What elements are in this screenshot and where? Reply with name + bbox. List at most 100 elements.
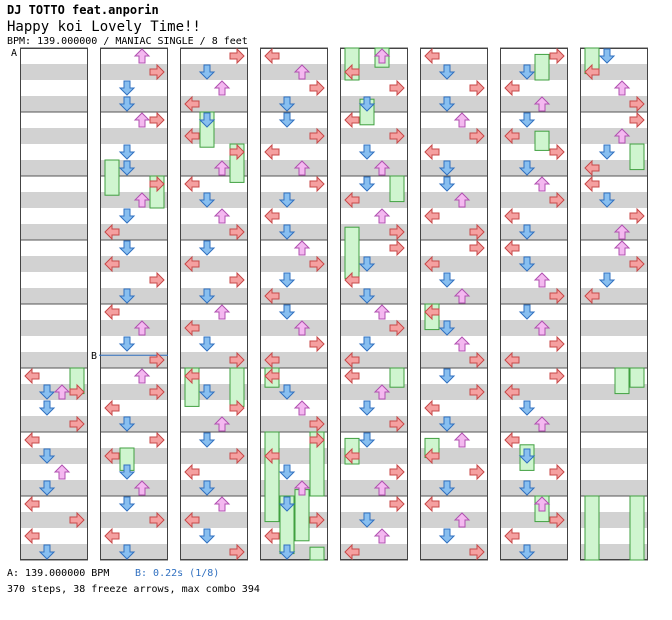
beat-stripe	[100, 320, 168, 336]
beat-stripe	[260, 288, 328, 304]
step-arrow-left	[104, 255, 120, 273]
freeze-arrow	[309, 546, 325, 561]
step-arrow-right	[229, 223, 245, 241]
step-arrow-right	[149, 511, 165, 529]
beat-stripe	[20, 96, 88, 112]
beat-stripe	[180, 320, 248, 336]
step-arrow-up	[453, 432, 471, 448]
beat-stripe	[180, 544, 248, 560]
step-arrow-down	[278, 96, 296, 112]
beat-stripe	[20, 128, 88, 144]
step-arrow-down	[198, 480, 216, 496]
freeze-arrow	[104, 159, 120, 196]
step-arrow-up	[453, 112, 471, 128]
step-arrow-left	[184, 127, 200, 145]
freeze-arrow	[264, 431, 280, 523]
step-arrow-down	[198, 192, 216, 208]
step-arrow-down	[118, 208, 136, 224]
step-arrow-down	[38, 480, 56, 496]
step-arrow-left	[344, 63, 360, 81]
freeze-arrow	[534, 130, 550, 151]
beat-stripe	[580, 448, 648, 464]
step-arrow-up	[373, 384, 391, 400]
step-arrow-right	[469, 463, 485, 481]
chart-column-border	[420, 48, 488, 560]
step-arrow-down	[198, 112, 216, 128]
beat-stripe	[100, 64, 168, 80]
step-arrow-up	[373, 48, 391, 64]
step-arrow-down	[118, 80, 136, 96]
step-arrow-left	[264, 287, 280, 305]
step-arrow-left	[584, 287, 600, 305]
step-arrow-right	[309, 431, 325, 449]
step-arrow-right	[469, 383, 485, 401]
step-arrow-right	[149, 351, 165, 369]
beat-stripe	[260, 64, 328, 80]
step-arrow-up	[373, 304, 391, 320]
step-arrow-down	[518, 64, 536, 80]
step-arrow-down	[118, 96, 136, 112]
step-arrow-down	[598, 192, 616, 208]
beat-stripe	[580, 256, 648, 272]
step-arrow-left	[104, 527, 120, 545]
chart-column-border	[340, 48, 408, 560]
chart-summary: 370 steps, 38 freeze arrows, max combo 3…	[7, 584, 260, 595]
step-arrow-left	[424, 303, 440, 321]
step-arrow-right	[469, 239, 485, 257]
step-arrow-up	[293, 400, 311, 416]
freeze-arrow	[584, 495, 600, 561]
step-arrow-down	[198, 64, 216, 80]
beat-stripe	[20, 352, 88, 368]
step-arrow-left	[264, 207, 280, 225]
beat-stripe	[420, 224, 488, 240]
step-arrow-up	[293, 480, 311, 496]
chart-column-border	[260, 48, 328, 560]
beat-stripe	[340, 320, 408, 336]
beat-stripe	[420, 512, 488, 528]
beat-stripe	[500, 128, 568, 144]
step-arrow-left	[424, 447, 440, 465]
step-arrow-left	[24, 367, 40, 385]
step-arrow-right	[389, 463, 405, 481]
step-arrow-down	[278, 496, 296, 512]
step-arrow-down	[38, 400, 56, 416]
step-arrow-left	[24, 527, 40, 545]
step-arrow-left	[24, 431, 40, 449]
beat-stripe	[180, 224, 248, 240]
step-arrow-left	[424, 255, 440, 273]
step-arrow-left	[504, 239, 520, 257]
step-arrow-left	[344, 367, 360, 385]
beat-stripe	[500, 96, 568, 112]
step-arrow-right	[389, 79, 405, 97]
beat-stripe	[180, 352, 248, 368]
beat-stripe	[100, 384, 168, 400]
step-arrow-up	[133, 320, 151, 336]
step-arrow-up	[373, 160, 391, 176]
step-arrow-down	[438, 176, 456, 192]
step-arrow-down	[198, 240, 216, 256]
step-arrow-down	[358, 176, 376, 192]
bpm-legend-b: B: 0.22s (1/8)	[135, 568, 220, 579]
step-arrow-right	[149, 111, 165, 129]
step-arrow-down	[198, 432, 216, 448]
step-arrow-right	[549, 511, 565, 529]
beat-stripe	[580, 320, 648, 336]
step-arrow-down	[38, 448, 56, 464]
beat-stripe	[580, 352, 648, 368]
beat-stripe	[500, 288, 568, 304]
step-arrow-down	[438, 528, 456, 544]
step-arrow-down	[198, 528, 216, 544]
step-arrow-left	[184, 367, 200, 385]
step-arrow-left	[424, 47, 440, 65]
step-arrow-left	[424, 399, 440, 417]
beat-stripe	[260, 160, 328, 176]
step-arrow-left	[344, 447, 360, 465]
beat-stripe	[100, 224, 168, 240]
step-arrow-left	[584, 63, 600, 81]
step-arrow-left	[184, 95, 200, 113]
step-arrow-down	[278, 384, 296, 400]
step-arrow-left	[504, 527, 520, 545]
freeze-arrow	[629, 367, 645, 388]
step-arrow-down	[598, 144, 616, 160]
step-arrow-right	[149, 271, 165, 289]
